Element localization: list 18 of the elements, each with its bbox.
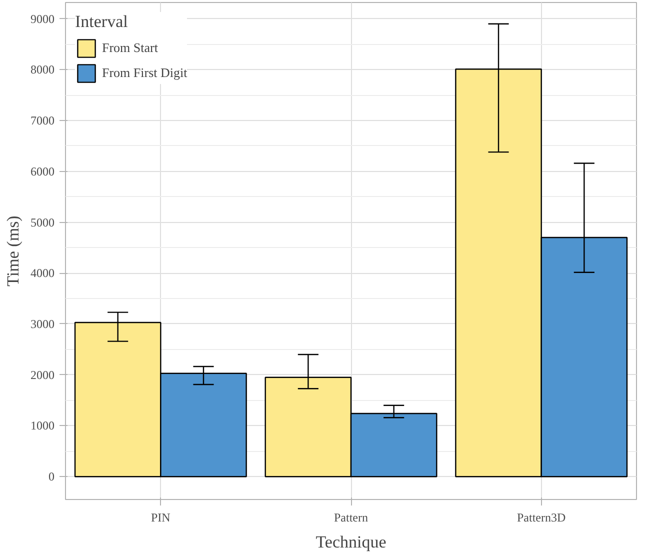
legend-label: From First Digit bbox=[102, 65, 188, 81]
y-tick-label: 1000 bbox=[30, 418, 54, 433]
legend-title: Interval bbox=[75, 12, 129, 32]
y-axis-title: Time (ms) bbox=[4, 216, 22, 286]
y-tick-label: 3000 bbox=[30, 317, 54, 331]
y-tick-label: 5000 bbox=[30, 215, 54, 230]
y-tick-label: 7000 bbox=[30, 114, 54, 128]
y-tick-label: 0 bbox=[48, 470, 54, 484]
y-tick-label: 4000 bbox=[30, 266, 54, 280]
x-axis-title: Technique bbox=[316, 532, 386, 552]
y-tick-label: 8000 bbox=[30, 62, 54, 77]
x-tick-label: Pattern bbox=[334, 510, 368, 524]
x-tick-label: PIN bbox=[151, 510, 171, 524]
y-tick-label: 2000 bbox=[30, 368, 54, 382]
y-tick-label: 9000 bbox=[30, 12, 54, 26]
y-tick-label: 6000 bbox=[30, 164, 54, 178]
x-tick-label: Pattern3D bbox=[517, 510, 566, 524]
legend-label: From Start bbox=[102, 40, 158, 56]
